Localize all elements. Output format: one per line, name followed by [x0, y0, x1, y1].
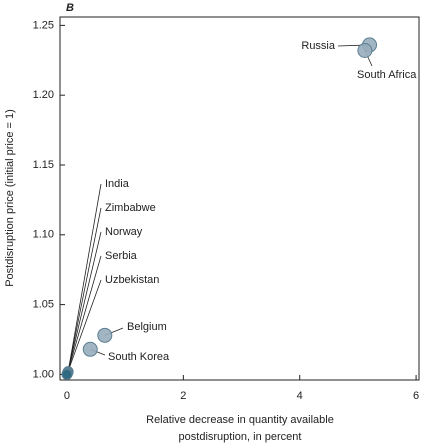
leader-line [66, 255, 102, 374]
point-label: South Africa [357, 69, 417, 81]
point-label: South Korea [108, 351, 170, 363]
y-tick-label: 1.15 [33, 159, 54, 171]
y-tick-label: 1.10 [33, 229, 54, 241]
leader-line [67, 231, 102, 374]
y-tick-label: 1.25 [33, 19, 54, 31]
x-axis-label: postdisruption, in percent [179, 431, 302, 443]
point-label: Serbia [105, 250, 138, 262]
point [97, 327, 113, 343]
x-tick-label: 6 [413, 390, 419, 402]
point-label: Norway [105, 226, 143, 238]
chart-title: B [66, 2, 74, 14]
x-axis-label: Relative decrease in quantity available [146, 414, 334, 426]
point-label: Russia [301, 40, 336, 52]
x-tick-label: 2 [180, 390, 186, 402]
leader-line [67, 183, 102, 372]
y-tick-label: 1.00 [33, 368, 54, 380]
point-label: India [105, 178, 130, 190]
y-tick-label: 1.05 [33, 299, 54, 311]
point-label: Zimbabwe [105, 202, 156, 214]
plot-frame [59, 16, 420, 381]
y-tick-label: 1.20 [33, 89, 54, 101]
leader-line [66, 279, 102, 375]
point [61, 368, 73, 380]
x-tick-label: 4 [297, 390, 303, 402]
point [82, 341, 98, 357]
point [357, 43, 373, 59]
x-tick-label: 0 [64, 390, 70, 402]
y-axis-label: Postdisruption price (initial price = 1) [4, 109, 16, 287]
point-label: Uzbekistan [105, 274, 159, 286]
point-label: Belgium [127, 321, 167, 333]
leader-line [67, 207, 102, 373]
